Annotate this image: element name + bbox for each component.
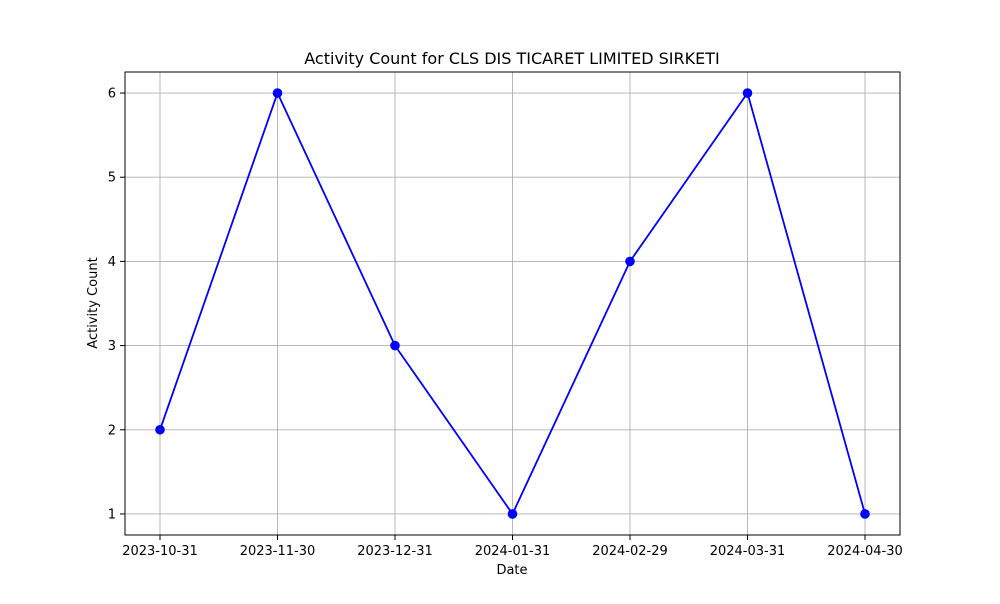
data-point (390, 340, 400, 351)
y-tick-label: 4 (108, 255, 116, 270)
x-tick-label: 2024-02-29 (592, 544, 668, 559)
grid-lines (125, 72, 900, 535)
data-point (155, 424, 165, 435)
x-tick-label: 2024-03-31 (710, 544, 786, 559)
y-axis-label: Activity Count (86, 257, 101, 348)
tick-layer: 2023-10-31 2023-11-30 2023-12-31 2024-01-31… (108, 87, 903, 559)
series-layer (155, 88, 870, 519)
chart-title: Activity Count for CLS DIS TICARET LIMIT… (304, 49, 719, 68)
x-axis-label: Date (496, 563, 527, 578)
data-point (625, 256, 635, 267)
data-point (272, 88, 283, 98)
data-point (860, 509, 870, 519)
x-tick-label: 2023-12-31 (357, 544, 433, 559)
x-tick-label: 2024-04-30 (827, 544, 903, 559)
y-tick-label: 2 (108, 423, 116, 438)
y-tick-label: 6 (108, 87, 116, 102)
x-tick-label: 2023-11-30 (240, 544, 316, 559)
y-tick-label: 1 (108, 507, 116, 522)
y-tick-label: 5 (108, 171, 116, 186)
data-point (742, 88, 753, 98)
y-tick-label: 3 (108, 339, 116, 354)
x-tick-label: 2023-10-31 (122, 544, 198, 559)
x-tick-label: 2024-01-31 (475, 544, 551, 559)
data-point (507, 509, 518, 519)
